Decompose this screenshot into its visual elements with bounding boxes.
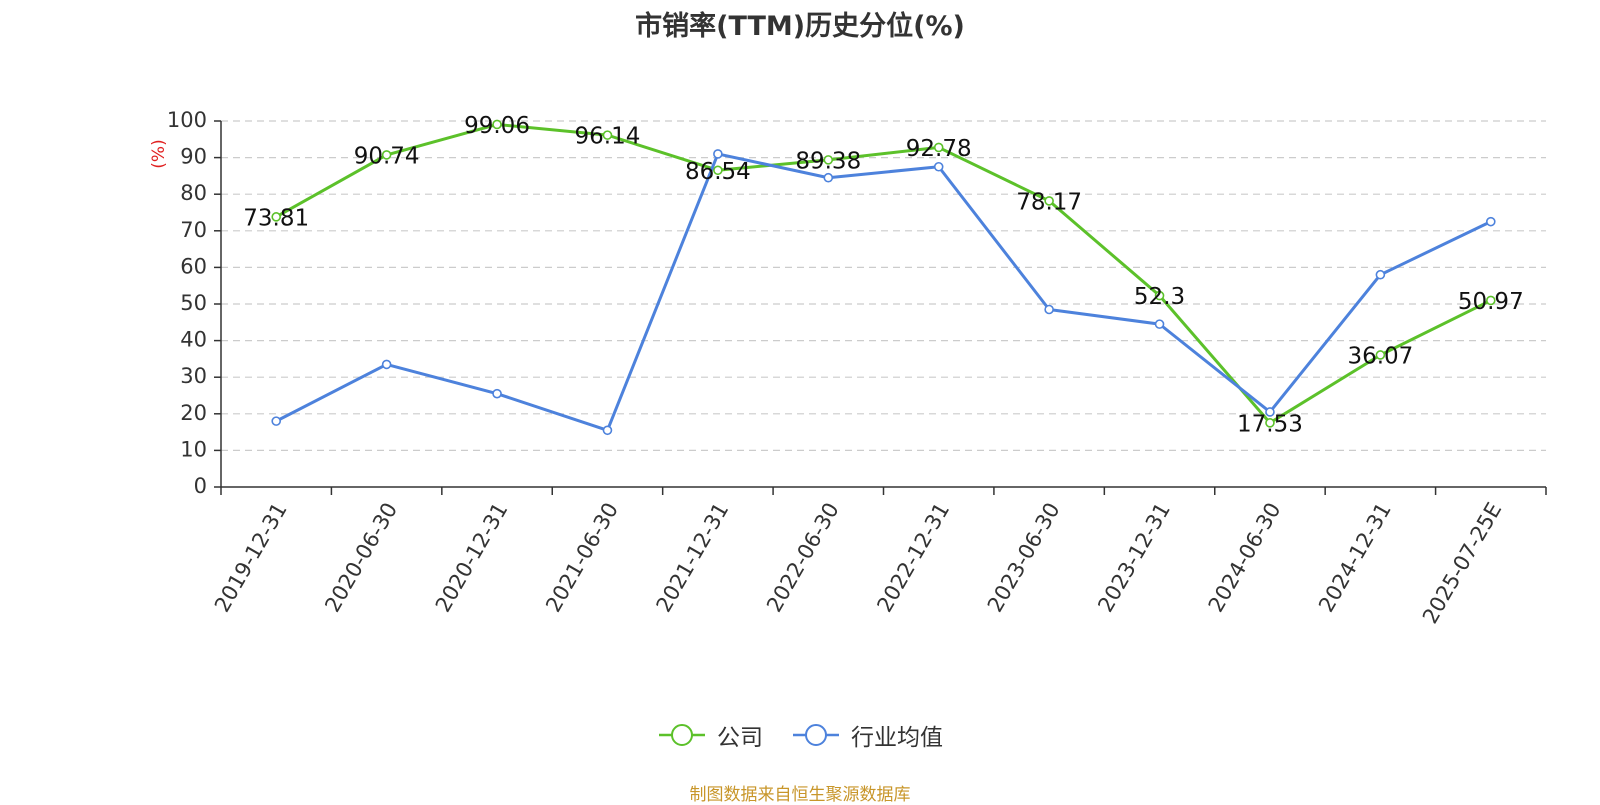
axis-layer: 0 10 20 30 40 50 60 70 80 90 100 2019-12-31 2020-06-… [167,108,1547,628]
y-tick-label: 90 [180,145,207,169]
x-tick-label: 2022-12-31 [872,498,954,616]
data-label: 73.81 [243,205,309,231]
series-line-0 [275,122,1492,425]
y-tick-label: 70 [180,218,207,242]
x-tick-label: 2022-06-30 [762,499,844,617]
data-point-1 [1154,319,1165,329]
y-tick-label: 10 [180,437,207,461]
data-point-0 [602,130,613,140]
data-point-0 [933,142,944,153]
data-point-1 [1265,407,1275,417]
legend-entry-0[interactable]: 公司 [657,718,763,752]
x-tick-label: 2021-06-30 [541,499,623,617]
legend-marker-icon [659,724,705,746]
y-tick-label: 60 [180,254,207,278]
data-label: 99.06 [464,113,530,139]
y-axis-label: (%) [149,139,169,168]
data-point-1 [492,388,502,399]
data-point-1 [1044,304,1054,315]
x-tick-label: 2025-07-25E [1418,499,1506,628]
footer-source: 制图数据来自恒生聚源数据库 [689,785,911,805]
x-tick-label: 2024-06-30 [1204,499,1286,617]
data-point-0 [381,150,392,160]
grid-layer [221,120,1546,451]
x-tick-label: 2024-12-31 [1314,499,1396,617]
y-tick-label: 20 [180,401,207,425]
data-label: 17.53 [1237,411,1303,437]
data-label: 50.97 [1458,289,1524,315]
data-point-0 [823,155,834,165]
y-tick-label: 80 [180,181,207,205]
data-point-1 [1485,216,1496,227]
series-line-1 [275,152,1492,432]
series-layer [271,119,1496,436]
data-label: 36.07 [1347,343,1413,369]
data-label: 89.38 [795,148,861,174]
data-point-0 [1154,290,1165,301]
legend-entry-1[interactable]: 行业均值 [791,718,943,752]
y-tick-label: 40 [180,328,207,352]
x-tick-label: 2021-12-31 [652,499,734,617]
label-layer: 73.81 90.74 99.06 96.14 86.54 89.38 92.78 78.17… [243,113,1523,437]
data-point-1 [713,149,723,159]
data-label: 92.78 [906,136,972,162]
data-point-1 [1375,269,1386,280]
data-label: 96.14 [575,124,641,150]
data-point-1 [602,425,613,436]
y-tick-label: 50 [180,291,207,315]
legend-label: 行业均值 [851,725,943,751]
data-point-1 [271,416,282,426]
legend: 公司 行业均值 [0,718,1600,752]
data-point-0 [1485,295,1496,306]
data-point-0 [1375,350,1386,360]
y-tick-label: 0 [194,474,207,498]
data-point-0 [713,165,723,176]
data-point-1 [933,161,944,172]
x-tick-label: 2023-06-30 [983,499,1065,617]
data-point-0 [492,119,502,130]
data-label: 90.74 [354,143,420,169]
data-point-0 [1265,418,1275,428]
data-point-1 [823,172,834,183]
x-tick-label: 2020-12-31 [431,498,513,616]
y-tick-label: 30 [180,364,207,388]
legend-label: 公司 [717,725,763,751]
data-point-0 [271,212,282,222]
data-point-1 [381,359,392,370]
data-label: 86.54 [685,159,751,185]
x-tick-label: 2019-12-31 [210,499,292,617]
data-label: 52.3 [1134,284,1185,310]
data-point-0 [1044,196,1054,206]
chart-title: 市销率(TTM)历史分位(%) [635,11,965,42]
data-label: 78.17 [1016,189,1082,215]
legend-marker-icon [793,724,839,746]
x-tick-label: 2020-06-30 [320,499,402,617]
x-tick-label: 2023-12-31 [1093,499,1175,617]
y-tick-label: 100 [167,108,207,132]
